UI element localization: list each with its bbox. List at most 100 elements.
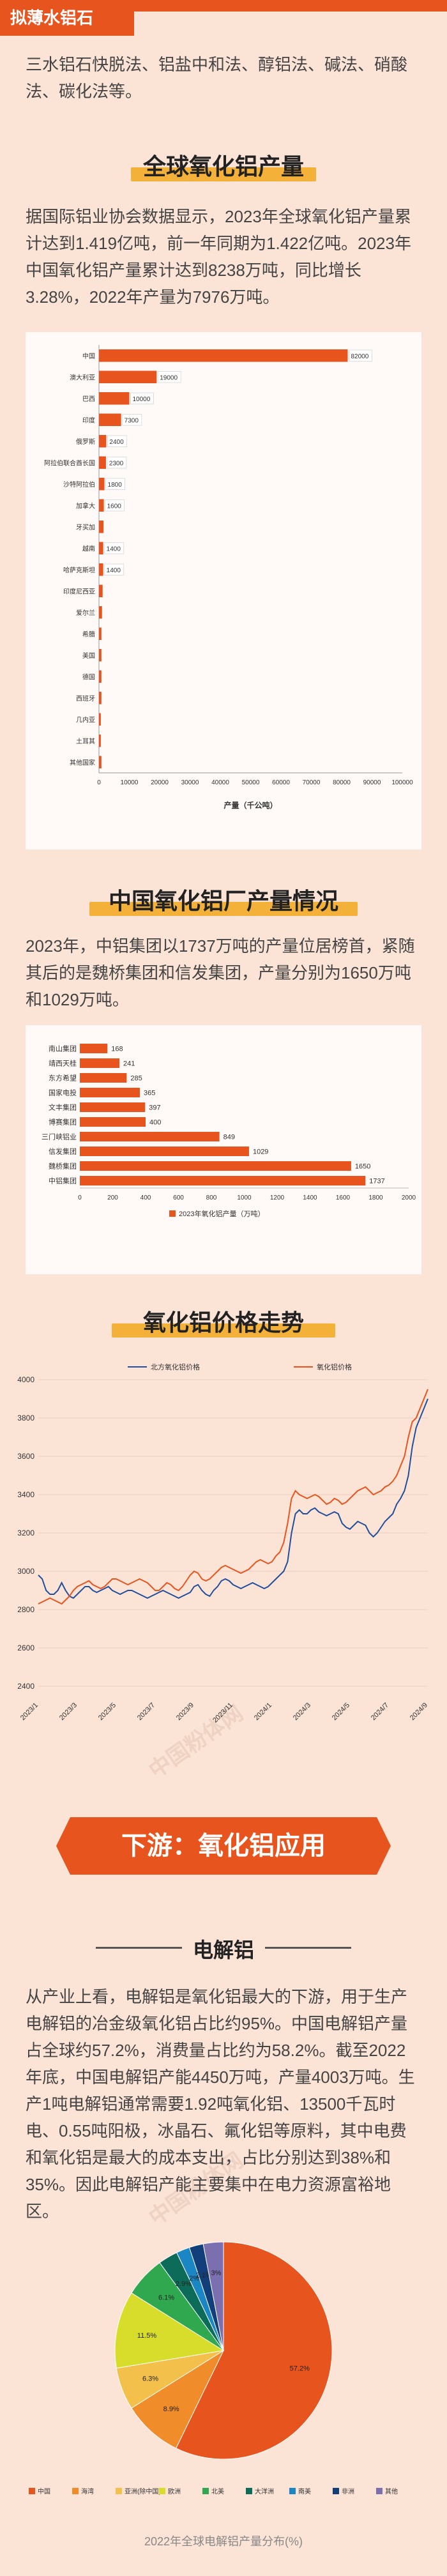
category-label: 德国 xyxy=(82,673,95,681)
slice-label: 3% xyxy=(211,2269,222,2277)
category-label: 巴西 xyxy=(82,395,95,403)
chart-electrolytic-distribution: 57.2% 8.9% 6.3% 11.5% 6.1% 2.9% 2% 2.1% 3% 中国 海湾 亚洲… xyxy=(0,2236,447,2568)
legend-label: 海湾 xyxy=(81,2487,94,2496)
bar xyxy=(99,499,104,512)
x-tick-label: 100000 xyxy=(391,779,413,786)
chart-price-trend: 2400 2600 2800 3000 3200 3400 3600 3800 4000 北方氧化… xyxy=(0,1354,447,1763)
bar xyxy=(99,627,102,640)
bar xyxy=(99,392,130,405)
slice-label: 8.9% xyxy=(163,2405,179,2413)
legend-label: 非洲 xyxy=(342,2488,354,2496)
data-label: 2300 xyxy=(109,460,124,467)
data-label: 365 xyxy=(144,1090,155,1097)
x-tick-label: 2023/11 xyxy=(211,1702,234,1725)
title-highlight xyxy=(112,1323,335,1338)
category-label: 美国 xyxy=(82,652,95,660)
bar xyxy=(80,1176,366,1185)
bar xyxy=(99,542,103,554)
x-axis-label: 产量（千公吨） xyxy=(224,800,277,810)
legend-swatch xyxy=(202,2488,209,2494)
legend-label: 其他 xyxy=(385,2487,398,2496)
category-label: 魏桥集团 xyxy=(49,1162,77,1171)
category-label: 靖西天桂 xyxy=(49,1059,77,1068)
x-tick-label: 2024/1 xyxy=(253,1702,273,1722)
data-label: 849 xyxy=(224,1134,235,1141)
data-label-box xyxy=(104,563,125,575)
category-label: 爱尔兰 xyxy=(76,609,95,617)
chart-plant-production: 南山集团 168 靖西天桂 241 东方希望 285 国家电投 365 文丰集团 397 博赛集团 4… xyxy=(26,1025,421,1274)
legend-label: 2023年氧化铝产量（万吨） xyxy=(179,1209,264,1218)
plant-production-bar-chart: 南山集团 168 靖西天桂 241 东方希望 285 国家电投 365 文丰集团 397 博赛集团 4… xyxy=(42,1044,416,1218)
bar xyxy=(80,1058,120,1068)
legend-swatch xyxy=(289,2488,296,2494)
x-tick-label: 10000 xyxy=(121,779,139,786)
data-label-box xyxy=(349,349,372,362)
data-label: 2400 xyxy=(109,439,124,446)
x-tick-label: 200 xyxy=(107,1194,118,1201)
data-label-box xyxy=(105,478,126,490)
x-tick-label: 70000 xyxy=(303,779,321,786)
category-label: 牙买加 xyxy=(76,524,95,531)
bar xyxy=(80,1044,108,1053)
category-label: 沙特阿拉伯 xyxy=(63,480,95,489)
bar xyxy=(80,1088,140,1097)
data-label: 168 xyxy=(111,1046,123,1053)
legend-swatch xyxy=(376,2488,383,2494)
bar xyxy=(99,713,101,726)
data-label-box xyxy=(122,414,142,426)
data-label: 1400 xyxy=(107,567,121,574)
section-title-price: 氧化铝价格走势 xyxy=(0,1303,447,1341)
production-paragraph: 据国际铝业协会数据显示，2023年全球氧化铝产量累计达到1.419亿吨，前一年同… xyxy=(26,207,411,307)
legend-label: 北美 xyxy=(211,2487,224,2496)
legend-label: 亚洲(除中国) xyxy=(125,2487,161,2496)
plants-paragraph: 2023年，中铝集团以1737万吨的产量位居榜首，紧随其后的是魏桥集团和信发集团… xyxy=(26,936,415,1009)
x-tick-label: 1800 xyxy=(368,1194,383,1201)
series-line xyxy=(38,1389,428,1605)
bar xyxy=(99,521,104,533)
x-tick-label: 2024/5 xyxy=(331,1702,351,1722)
bar xyxy=(80,1102,146,1112)
category-label: 越南 xyxy=(82,544,95,553)
legend-label: 欧洲 xyxy=(168,2488,181,2496)
x-tick-label: 20000 xyxy=(151,779,169,786)
category-label: 哈萨克斯坦 xyxy=(63,566,95,574)
data-label: 7300 xyxy=(125,417,139,424)
category-label: 其他国家 xyxy=(70,758,95,766)
data-label-box xyxy=(157,371,181,383)
data-label: 1600 xyxy=(107,503,122,510)
bar xyxy=(99,756,102,768)
data-label: 1650 xyxy=(355,1163,370,1171)
pie-slice xyxy=(131,2349,225,2449)
x-tick-label: 0 xyxy=(97,779,101,786)
subtitle-electrolytic-aluminum: 电解铝 xyxy=(192,1939,254,1962)
data-label: 285 xyxy=(130,1075,142,1083)
category-label: 俄罗斯 xyxy=(76,438,95,446)
pie-slice xyxy=(202,2241,224,2351)
data-label: 82000 xyxy=(351,353,369,360)
y-tick-label: 2400 xyxy=(17,1682,34,1691)
slice-label: 2.1% xyxy=(196,2272,212,2280)
x-tick-label: 60000 xyxy=(272,779,290,786)
bar xyxy=(99,563,103,576)
y-tick-label: 3600 xyxy=(17,1452,34,1461)
series-line xyxy=(38,1398,428,1599)
category-label: 几内亚 xyxy=(76,715,95,724)
bar xyxy=(99,478,105,491)
section-tag: 拟薄水铝石 xyxy=(0,0,134,36)
bar xyxy=(99,606,102,619)
category-label: 加拿大 xyxy=(76,501,95,510)
bar xyxy=(99,692,102,705)
category-label: 国家电投 xyxy=(49,1088,77,1097)
data-label-box xyxy=(105,499,125,512)
category-label: 土耳其 xyxy=(76,737,95,745)
data-label: 10000 xyxy=(133,396,151,403)
category-label: 中铝集团 xyxy=(49,1177,77,1185)
x-tick-label: 2024/3 xyxy=(292,1702,312,1722)
bar xyxy=(80,1147,249,1156)
category-label: 博赛集团 xyxy=(49,1118,77,1127)
x-tick-label: 2024/7 xyxy=(370,1702,390,1722)
bar xyxy=(80,1073,127,1083)
section-title-production: 全球氧化铝产量 xyxy=(0,147,447,185)
x-tick-label: 2023/7 xyxy=(136,1702,156,1722)
bar xyxy=(99,649,102,662)
